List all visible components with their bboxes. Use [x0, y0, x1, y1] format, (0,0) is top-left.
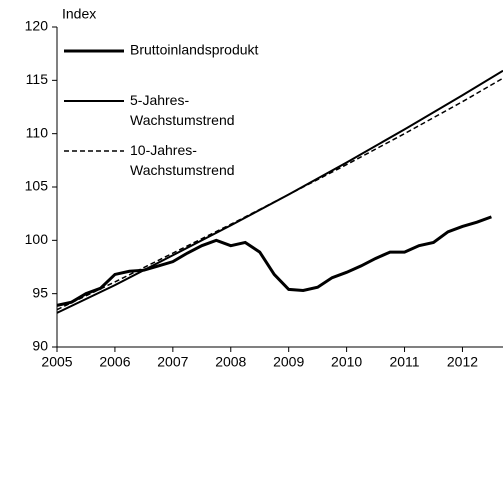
y-axis-label: Index: [62, 6, 96, 22]
y-tick-label: 90: [32, 338, 48, 354]
x-tick-label: 2011: [389, 354, 419, 370]
legend-label-line: Wachstumstrend: [130, 162, 235, 178]
series-line: [56, 69, 503, 314]
y-tick-label: 100: [25, 231, 49, 247]
series-line: [56, 215, 492, 307]
y-tick-label: 105: [25, 178, 49, 194]
legend-label: Bruttoinlandsprodukt: [130, 42, 259, 58]
series-line: [56, 77, 503, 311]
y-tick-label: 95: [32, 284, 48, 300]
x-tick-label: 2005: [41, 354, 72, 370]
legend-label-line: 10-Jahres-: [130, 142, 197, 158]
x-tick-label: 2007: [157, 354, 188, 370]
x-tick-label: 2009: [273, 354, 304, 370]
y-tick-label: 120: [25, 18, 49, 34]
x-tick-label: 2006: [99, 354, 130, 370]
x-tick-label: 2008: [215, 354, 246, 370]
x-tick-label: 2010: [331, 354, 362, 370]
x-tick-label: 2012: [447, 354, 478, 370]
legend-label: 5-Jahres- Wachstumstrend: [130, 92, 235, 128]
legend-label-line: 5-Jahres-: [130, 92, 189, 108]
y-tick-label: 110: [26, 124, 49, 140]
y-tick-label: 115: [26, 71, 49, 87]
legend-label-line: Wachstumstrend: [130, 112, 235, 128]
legend-label: 10-Jahres- Wachstumstrend: [130, 142, 235, 178]
